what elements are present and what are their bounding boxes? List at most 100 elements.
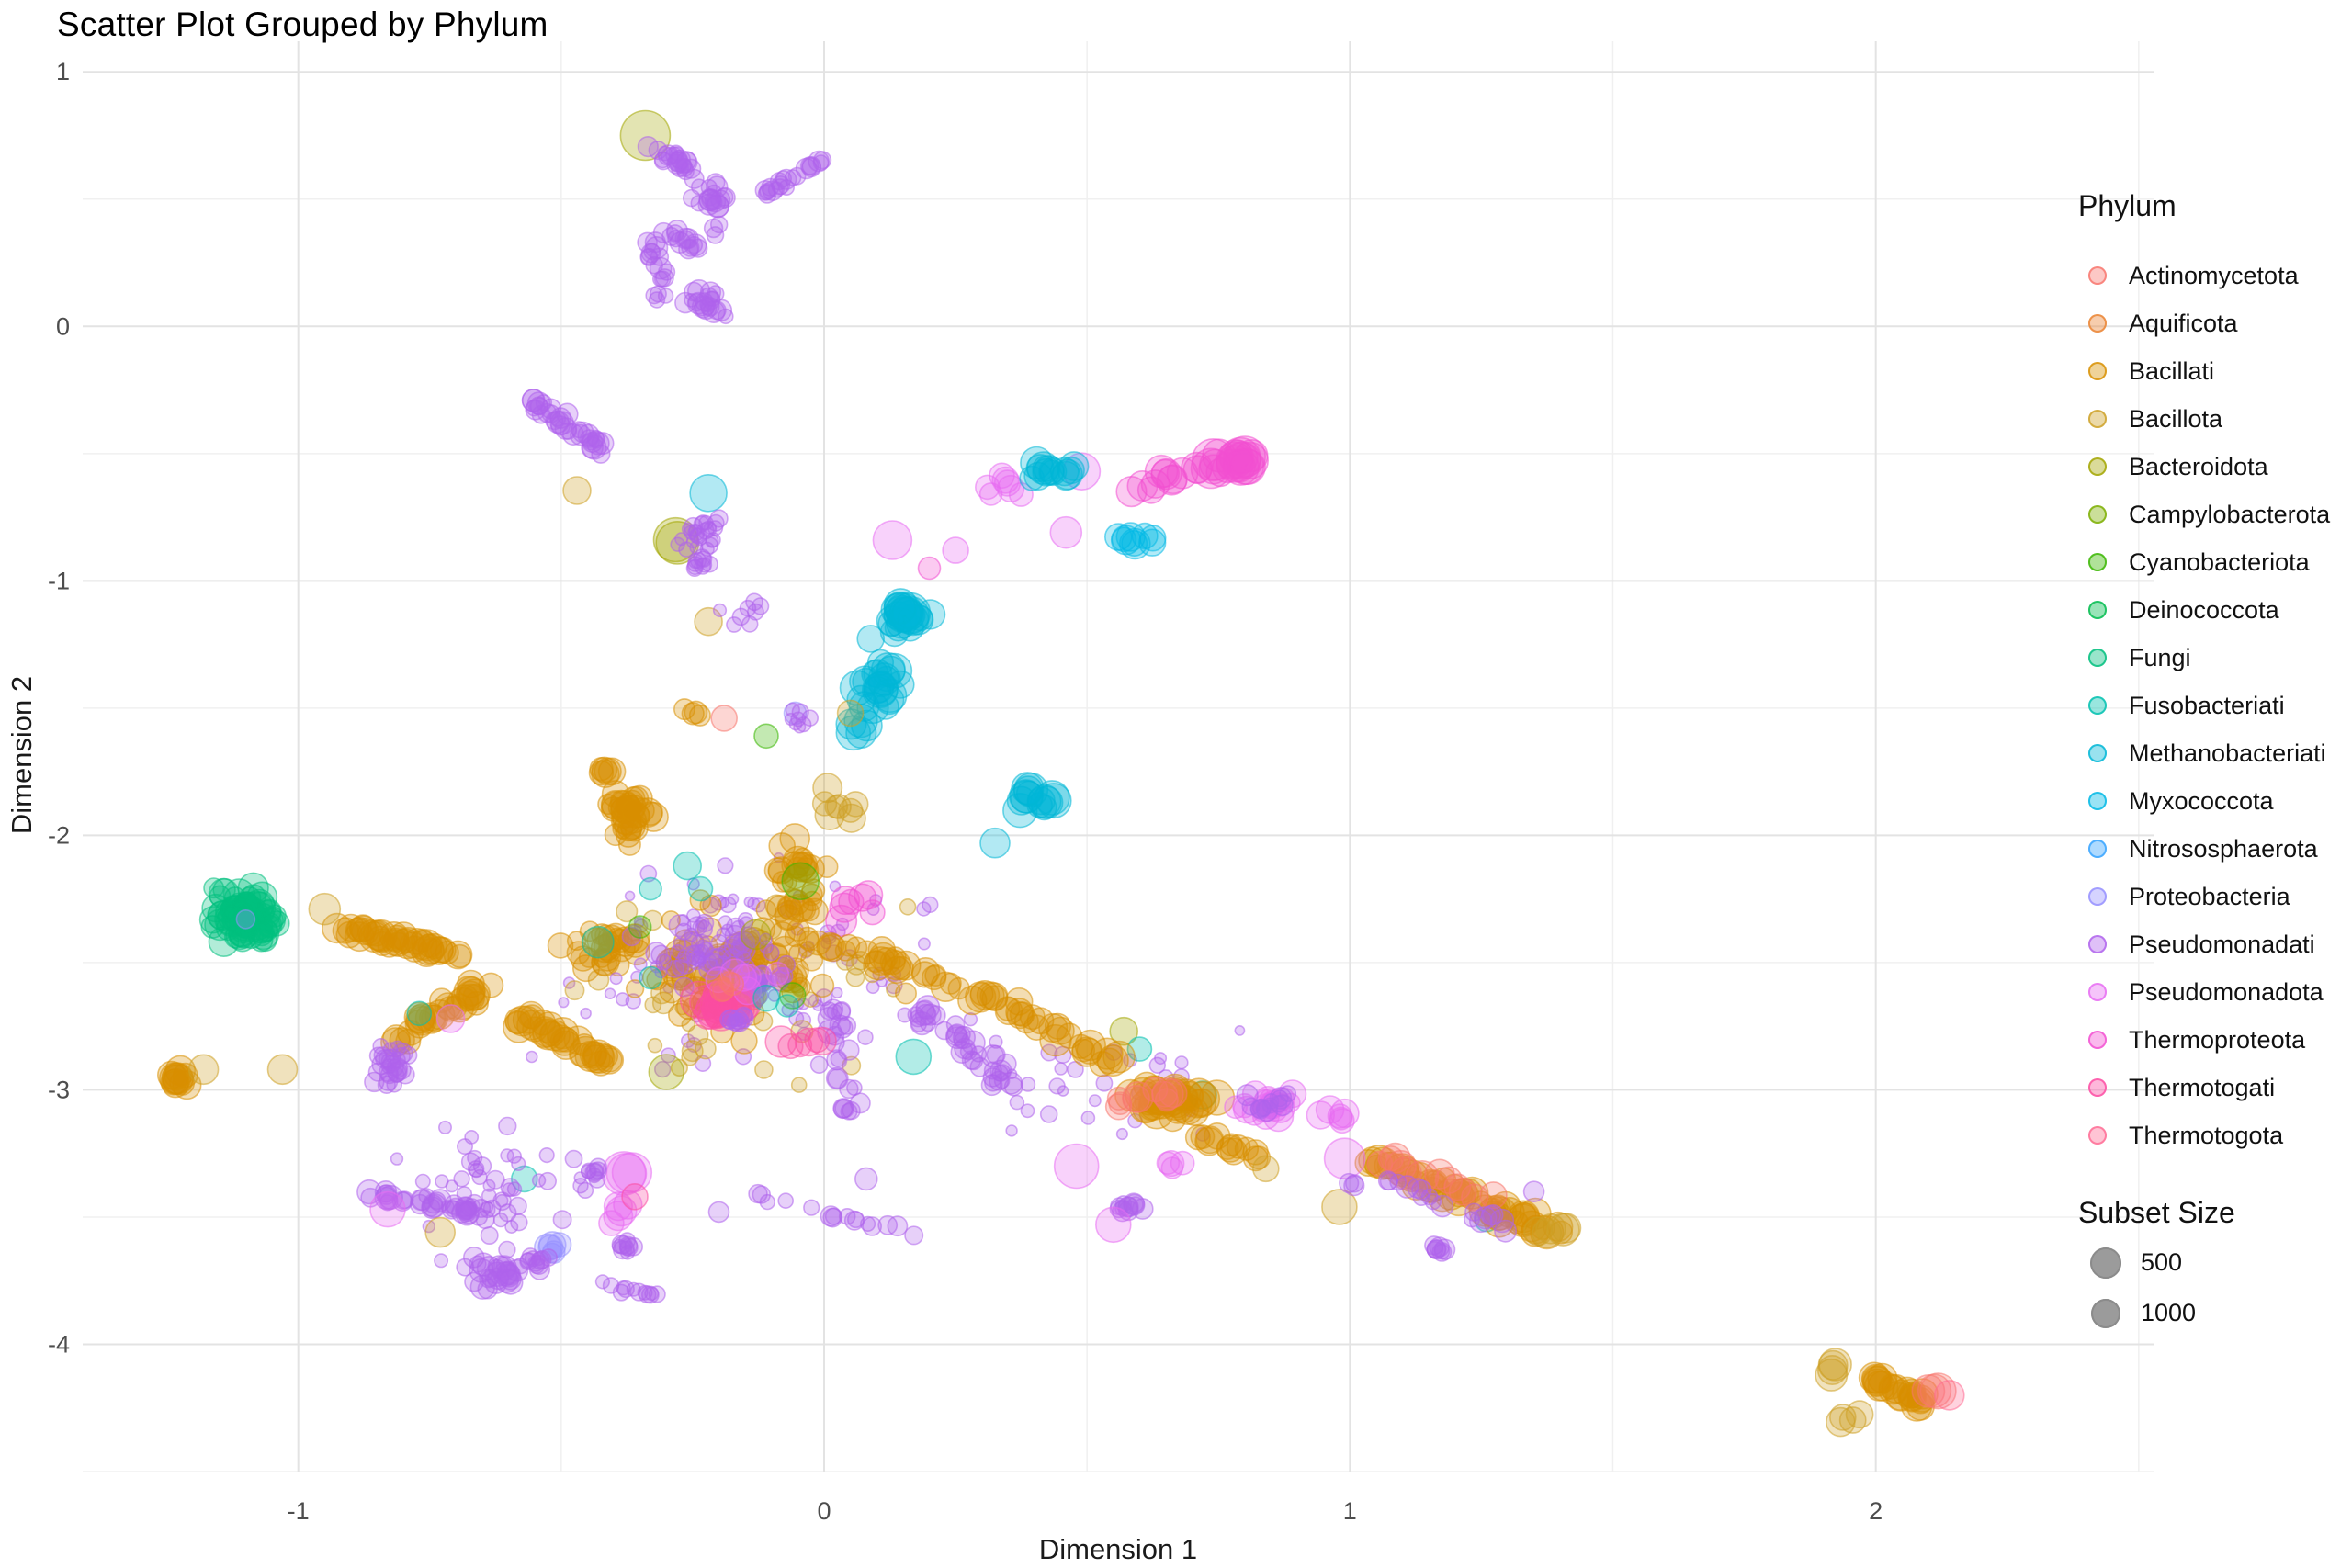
scatter-point [865,980,880,995]
scatter-point [842,791,869,818]
scatter-point [824,1032,845,1054]
legend-label: Proteobacteria [2129,882,2290,910]
scatter-point [689,473,728,513]
legend-item-methanobacteriati: Methanobacteriati [2078,729,2352,777]
legend-swatch-icon [2088,362,2107,380]
scatter-point [1315,1095,1345,1124]
legend-swatch-icon [2088,601,2107,619]
legend-label: Bacillota [2129,404,2223,433]
scatter-point [506,1005,538,1037]
scatter-point [695,919,714,939]
scatter-point [690,933,712,954]
scatter-point [562,476,592,505]
scatter-point [626,1281,641,1297]
legend-label: Bacteroidota [2129,452,2268,480]
scatter-point [1029,785,1064,819]
legend-item-pseudomonadati: Pseudomonadati [2078,920,2352,968]
legend-item-bacillati: Bacillati [2078,347,2352,395]
legend-label: Myxococcota [2129,786,2274,815]
scatter-point [942,536,969,564]
scatter-point [801,897,829,926]
scatter-point [668,914,692,938]
scatter-point [681,522,695,536]
scatter-point [939,972,962,995]
scatter-point [712,603,728,618]
scatter-point [824,904,858,938]
scatter-point [681,702,705,726]
scatter-point [894,982,917,1005]
scatter-point [564,980,585,1001]
scatter-point [228,919,255,947]
scatter-point [1203,1122,1231,1150]
axis-tick-labels: -1 0 1 2 1 0 -1 -2 -3 -4 [48,58,1883,1525]
chart-title: Scatter Plot Grouped by Phylum [57,6,548,43]
y-tick-label: 0 [56,312,70,340]
scatter-point [837,1016,857,1035]
scatter-point [862,1216,883,1236]
y-tick-label: -2 [48,821,70,849]
scatter-point [434,1253,449,1269]
scatter-point [721,1009,741,1028]
scatter-point [164,1062,190,1089]
legend-swatch-icon [2088,505,2107,524]
phylum-legend: Phylum Actinomycetota Aquificota Bacillati… [2078,187,2352,1159]
scatter-point [836,699,865,728]
scatter-point [621,926,642,947]
scatter-point [388,1066,405,1084]
scatter-point [888,592,932,634]
y-tick-label: -3 [48,1076,70,1103]
scatter-point [703,218,724,239]
scatter-point [678,541,695,558]
scatter-point [753,723,779,750]
scatter-point [1095,1206,1132,1244]
legend-item-aquificota: Aquificota [2078,299,2352,347]
scatter-point [673,851,703,881]
scatter-point [707,285,725,303]
scatter-point [399,931,426,959]
scatter-point [795,853,825,884]
scatter-point [637,231,658,254]
scatter-point [1003,1077,1023,1097]
scatter-point [1140,469,1170,499]
scatter-point [1182,1077,1216,1112]
scatter-point [1234,1136,1260,1161]
scatter-point [1934,1380,1965,1411]
scatter-point [1088,1094,1102,1108]
scatter-point [681,158,702,179]
legend-label: Thermoproteota [2129,1025,2306,1054]
scatter-point [1160,1156,1184,1179]
scatter-point [1026,786,1056,816]
scatter-point [790,1077,808,1093]
scatter-point [481,1188,497,1204]
scatter-point [657,263,676,281]
y-axis-title: Dimension 2 [6,676,38,834]
legend-label: Pseudomonadati [2129,930,2315,958]
scatter-point [982,1067,1003,1088]
scatter-point [820,1205,842,1227]
scatter-point [1494,1219,1518,1243]
scatter-point [1095,1074,1114,1092]
scatter-point [1020,1077,1036,1092]
scatter-point [877,1214,899,1235]
scatter-point [996,474,1025,503]
scatter-point [1040,1043,1058,1062]
scatter-point [1020,1103,1035,1119]
scatter-point [778,179,796,197]
scatter-point [521,388,546,412]
x-tick-label: 0 [817,1497,831,1525]
legend-item-thermoproteota: Thermoproteota [2078,1016,2352,1064]
scatter-point [718,971,741,993]
scatter-point [621,1183,649,1211]
legend-swatch-icon [2088,266,2107,285]
scatter-point [620,813,649,842]
size-legend: Subset Size 500 1000 [2078,1194,2352,1338]
scatter-point [1126,1036,1153,1062]
scatter-point [1323,1137,1366,1179]
scatter-point [787,166,807,186]
scatter-point [776,954,797,975]
scatter-point [580,1007,592,1020]
x-tick-label: 1 [1343,1497,1357,1525]
scatter-point [752,984,780,1012]
scatter-point [767,860,791,884]
scatter-point [390,1152,404,1166]
